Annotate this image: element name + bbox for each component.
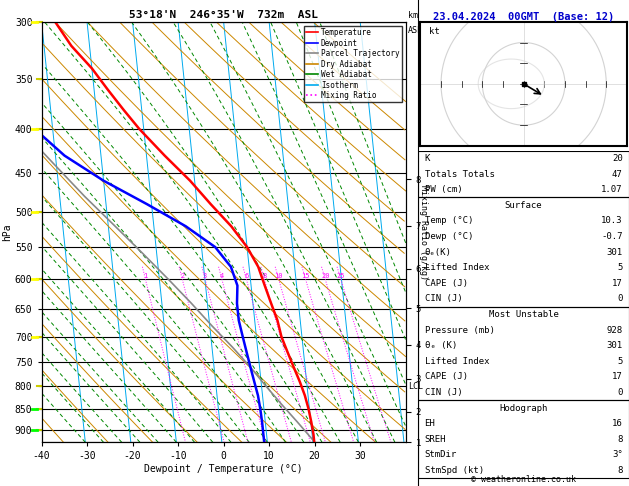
Text: 3°: 3° — [612, 451, 623, 459]
Text: 47: 47 — [612, 170, 623, 178]
Text: 1: 1 — [143, 274, 148, 279]
Text: 6: 6 — [244, 274, 248, 279]
Text: 4: 4 — [220, 274, 224, 279]
Text: 15: 15 — [301, 274, 310, 279]
Y-axis label: hPa: hPa — [2, 223, 12, 241]
Text: EH: EH — [425, 419, 435, 428]
Text: θₑ (K): θₑ (K) — [425, 341, 457, 350]
Text: Temp (°C): Temp (°C) — [425, 216, 473, 226]
Text: 10.3: 10.3 — [601, 216, 623, 226]
Text: CAPE (J): CAPE (J) — [425, 279, 467, 288]
Y-axis label: Mixing Ratio (g/kg): Mixing Ratio (g/kg) — [419, 185, 428, 279]
Text: 20: 20 — [321, 274, 330, 279]
Text: K: K — [425, 154, 430, 163]
Text: 20: 20 — [612, 154, 623, 163]
Bar — [418, 151, 629, 197]
X-axis label: Dewpoint / Temperature (°C): Dewpoint / Temperature (°C) — [144, 464, 303, 474]
Text: 8: 8 — [262, 274, 267, 279]
Bar — [418, 400, 629, 478]
Text: CIN (J): CIN (J) — [425, 388, 462, 397]
Text: 5: 5 — [617, 263, 623, 272]
Text: Dewp (°C): Dewp (°C) — [425, 232, 473, 241]
Text: CAPE (J): CAPE (J) — [425, 372, 467, 382]
Text: 8: 8 — [617, 466, 623, 475]
Text: 17: 17 — [612, 372, 623, 382]
Text: θₑ(K): θₑ(K) — [425, 247, 452, 257]
Text: LCL: LCL — [408, 382, 423, 391]
Text: kt: kt — [428, 27, 440, 36]
Text: StmDir: StmDir — [425, 451, 457, 459]
Text: 10: 10 — [274, 274, 283, 279]
Text: Hodograph: Hodograph — [499, 403, 548, 413]
Bar — [418, 307, 629, 400]
Text: Pressure (mb): Pressure (mb) — [425, 326, 494, 334]
Text: ASL: ASL — [408, 26, 423, 35]
Text: © weatheronline.co.uk: © weatheronline.co.uk — [471, 475, 576, 484]
Text: 17: 17 — [612, 279, 623, 288]
Bar — [418, 197, 629, 307]
Text: Lifted Index: Lifted Index — [425, 263, 489, 272]
Text: 5: 5 — [617, 357, 623, 366]
Text: 16: 16 — [612, 419, 623, 428]
Text: 3: 3 — [203, 274, 208, 279]
Text: 8: 8 — [617, 434, 623, 444]
Text: StmSpd (kt): StmSpd (kt) — [425, 466, 484, 475]
Text: 301: 301 — [606, 341, 623, 350]
Legend: Temperature, Dewpoint, Parcel Trajectory, Dry Adiabat, Wet Adiabat, Isotherm, Mi: Temperature, Dewpoint, Parcel Trajectory… — [304, 26, 402, 103]
Text: km: km — [408, 11, 418, 20]
Text: Most Unstable: Most Unstable — [489, 310, 559, 319]
Text: 1.07: 1.07 — [601, 185, 623, 194]
Text: Totals Totals: Totals Totals — [425, 170, 494, 178]
Title: 53°18'N  246°35'W  732m  ASL: 53°18'N 246°35'W 732m ASL — [129, 10, 318, 20]
Text: 0: 0 — [617, 388, 623, 397]
Text: Lifted Index: Lifted Index — [425, 357, 489, 366]
Text: Surface: Surface — [505, 201, 542, 210]
Text: -0.7: -0.7 — [601, 232, 623, 241]
Text: 2: 2 — [181, 274, 184, 279]
Text: SREH: SREH — [425, 434, 446, 444]
Text: 0: 0 — [617, 295, 623, 303]
Text: 301: 301 — [606, 247, 623, 257]
Text: 25: 25 — [337, 274, 345, 279]
Text: PW (cm): PW (cm) — [425, 185, 462, 194]
Text: 928: 928 — [606, 326, 623, 334]
Text: 23.04.2024  00GMT  (Base: 12): 23.04.2024 00GMT (Base: 12) — [433, 12, 615, 22]
Text: CIN (J): CIN (J) — [425, 295, 462, 303]
